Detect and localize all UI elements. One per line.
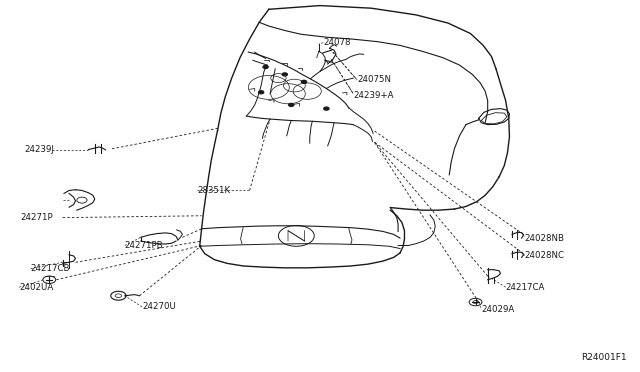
Text: 2402UA: 2402UA: [19, 283, 54, 292]
Circle shape: [263, 65, 268, 68]
Text: 28351K: 28351K: [197, 186, 230, 195]
Text: 24239J: 24239J: [24, 145, 54, 154]
Text: 24271P: 24271P: [20, 213, 53, 222]
Text: 24239+A: 24239+A: [353, 92, 394, 100]
Text: 24078: 24078: [323, 38, 351, 47]
Text: 24217CA: 24217CA: [506, 283, 545, 292]
Text: R24001F1: R24001F1: [582, 353, 627, 362]
Circle shape: [289, 103, 294, 106]
Circle shape: [324, 107, 329, 110]
Text: 24029A: 24029A: [481, 305, 515, 314]
Text: 24075N: 24075N: [357, 76, 391, 84]
Text: 24217CB: 24217CB: [31, 264, 70, 273]
Text: 24270U: 24270U: [142, 302, 176, 311]
Circle shape: [259, 91, 264, 94]
Text: 24028NB: 24028NB: [525, 234, 564, 243]
Circle shape: [282, 73, 287, 76]
Text: 24271PB: 24271PB: [125, 241, 163, 250]
Circle shape: [301, 80, 307, 83]
Text: 24028NC: 24028NC: [525, 251, 564, 260]
